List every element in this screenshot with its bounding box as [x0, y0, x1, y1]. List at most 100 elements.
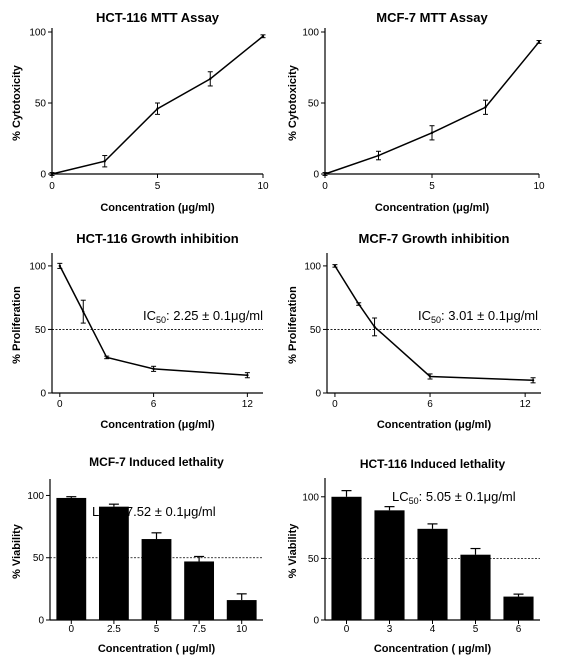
x-axis-label: Concentration (μg/ml) [377, 419, 492, 431]
bar [331, 496, 362, 620]
y-tick-label: 50 [308, 99, 320, 110]
annotation-value: : 3.01 ± 0.1μg/ml [441, 308, 538, 323]
y-tick-label: 50 [33, 553, 45, 564]
x-tick-label: 0 [322, 181, 328, 192]
chart-panel-2: MCF-7 MTT Assay 0 50 100 % Cytotoxicity Conce… [287, 10, 545, 214]
bar [184, 561, 215, 620]
x-axis-label: Concentration (μg/ml) [100, 202, 215, 214]
y-axis-label: % Viability [11, 523, 23, 579]
y-axis-label: % Viability [287, 523, 299, 579]
x-axis-label: Concentration (μg/ml) [100, 419, 215, 431]
y-tick-label: 0 [38, 616, 44, 627]
data-point [82, 310, 85, 313]
x-tick-label: 10 [236, 624, 248, 635]
data-point [105, 356, 108, 359]
x-axis-label: Concentration ( μg/ml) [374, 643, 492, 655]
bar [503, 596, 534, 620]
data-point [377, 154, 380, 157]
chart-panel-4: MCF-7 Growth inhibition 0 50 100 % Prolifera… [287, 231, 541, 431]
x-tick-label: 6 [427, 399, 433, 410]
y-tick-label: 50 [35, 325, 47, 336]
y-axis-label: % Proliferation [287, 286, 299, 364]
data-point [537, 40, 541, 44]
data-point [50, 172, 54, 176]
y-tick-label: 100 [29, 28, 46, 39]
y-tick-label: 0 [313, 616, 319, 627]
data-point [357, 302, 360, 306]
x-tick-label: 2.5 [107, 624, 121, 635]
y-tick-label: 100 [27, 491, 44, 502]
chart-title: MCF-7 Induced lethality [89, 455, 224, 469]
x-tick-label: 10 [533, 181, 545, 192]
y-axis-label: % Proliferation [11, 286, 23, 364]
bar [460, 554, 491, 620]
chart-title: HCT-116 Growth inhibition [76, 231, 239, 246]
bar [56, 497, 87, 620]
x-tick-label: 12 [242, 399, 254, 410]
annotation-subscript: 50 [156, 315, 166, 325]
annotation-value: : 7.52 ± 0.1μg/ml [119, 504, 216, 519]
data-point [103, 160, 106, 163]
x-tick-label: 6 [516, 624, 522, 635]
data-point [323, 172, 327, 176]
x-tick-label: 5 [154, 624, 160, 635]
data-point [531, 379, 535, 382]
data-point [58, 264, 62, 268]
bar [141, 539, 172, 620]
y-tick-label: 100 [304, 261, 321, 272]
y-tick-label: 0 [40, 389, 46, 400]
y-tick-label: 50 [35, 99, 47, 110]
data-point [156, 107, 159, 110]
chart-title: MCF-7 Growth inhibition [359, 231, 510, 246]
x-tick-label: 0 [332, 399, 338, 410]
annotation-subscript: 50 [431, 315, 441, 325]
x-tick-label: 12 [520, 399, 532, 410]
y-tick-label: 0 [40, 170, 46, 181]
x-tick-label: 5 [429, 181, 435, 192]
chart-panel-3: HCT-116 Growth inhibition 0 50 100 % Prolife… [11, 231, 263, 431]
y-tick-label: 100 [302, 28, 319, 39]
y-tick-label: 100 [29, 261, 46, 272]
x-tick-label: 0 [344, 624, 350, 635]
y-tick-label: 50 [310, 325, 322, 336]
x-tick-label: 0 [57, 399, 63, 410]
annotation-value: : 2.25 ± 0.1μg/ml [166, 308, 263, 323]
x-tick-label: 5 [473, 624, 479, 635]
data-point [428, 375, 432, 378]
ic50-annotation: IC50: 3.01 ± 0.1μg/ml [418, 308, 538, 325]
x-tick-label: 10 [257, 181, 269, 192]
annotation-subscript: 50 [409, 496, 419, 506]
x-tick-label: 3 [387, 624, 393, 635]
x-tick-label: 4 [430, 624, 436, 635]
x-axis-label: Concentration ( μg/ml) [98, 643, 216, 655]
annotation-value: : 5.05 ± 0.1μg/ml [419, 489, 516, 504]
bar [226, 600, 257, 620]
data-point [333, 264, 337, 268]
bar [98, 506, 129, 620]
x-tick-label: 0 [49, 181, 55, 192]
y-tick-label: 0 [315, 389, 321, 400]
x-tick-label: 5 [155, 181, 161, 192]
data-point [152, 367, 155, 371]
ic50-annotation: LC50: 5.05 ± 0.1μg/ml [392, 489, 516, 506]
data-line [324, 41, 540, 175]
chart-title: HCT-116 MTT Assay [96, 10, 220, 25]
annotation-subscript: 50 [109, 511, 119, 521]
y-axis-label: % Cytotoxicity [287, 64, 299, 141]
data-point [246, 374, 249, 377]
bar [417, 528, 448, 620]
x-axis-label: Concentration (μg/ml) [375, 202, 490, 214]
y-tick-label: 50 [308, 554, 320, 565]
chart-title: HCT-116 Induced lethality [360, 457, 506, 471]
annotation-prefix: LC [92, 504, 109, 519]
data-point [430, 131, 434, 135]
y-tick-label: 100 [302, 492, 319, 503]
data-point [209, 77, 212, 81]
y-axis-label: % Cytotoxicity [11, 64, 23, 141]
chart-title: MCF-7 MTT Assay [376, 10, 488, 25]
data-point [484, 106, 487, 109]
data-point [373, 325, 376, 329]
